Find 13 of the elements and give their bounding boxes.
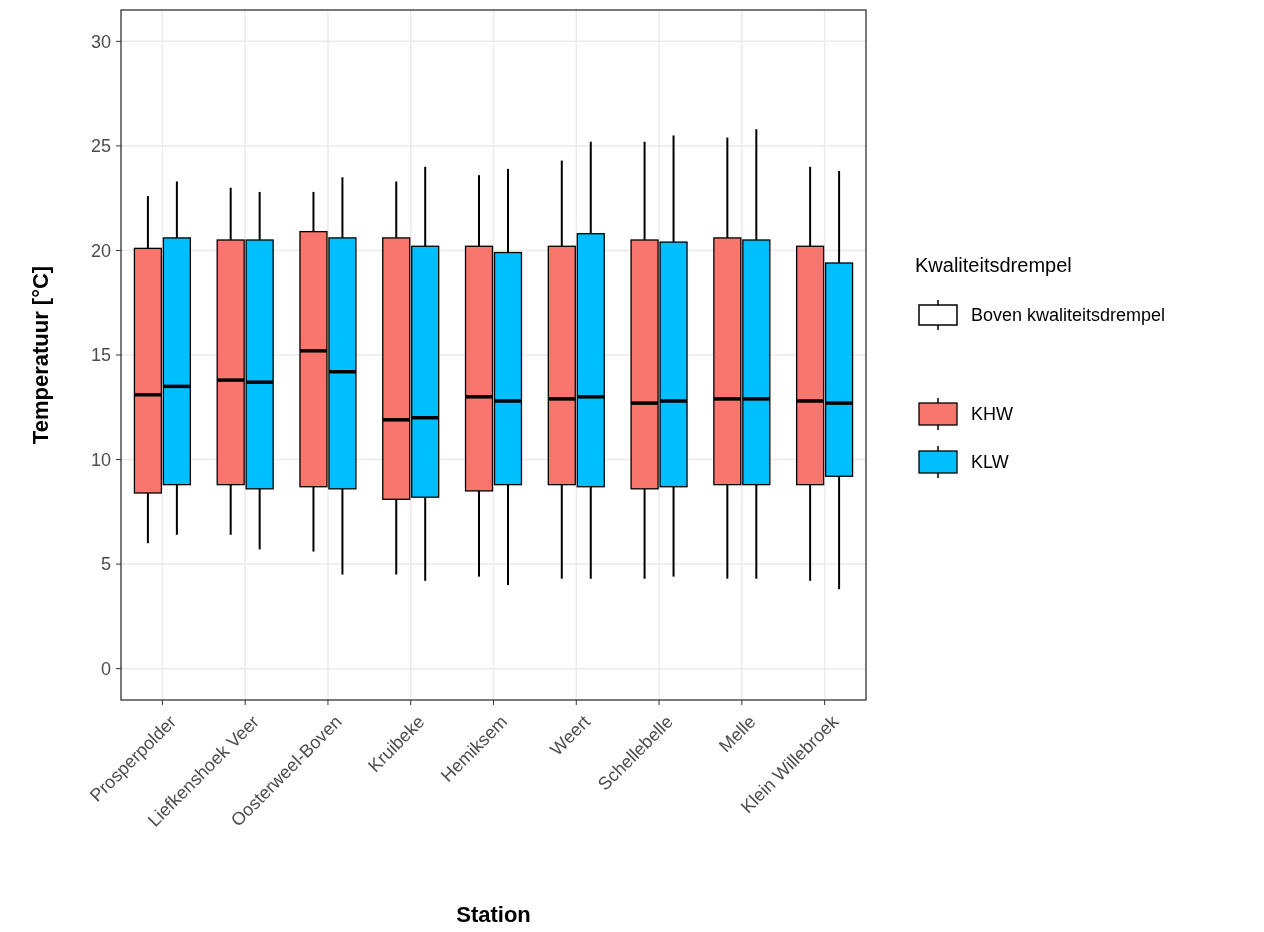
x-axis-title: Station <box>456 902 531 927</box>
text: Boven kwaliteitsdrempel <box>971 305 1166 326</box>
y-tick-label: 25 <box>90 136 111 157</box>
legend-label: KHW <box>971 404 1013 425</box>
y-tick-label: 20 <box>90 240 111 261</box>
y-tick-label: 5 <box>100 554 111 575</box>
legend-label: KLW <box>971 452 1009 473</box>
y-tick-label: 30 <box>90 31 111 52</box>
y-axis-title: Temperatuur [°C] <box>28 265 53 445</box>
y-tick-label: 15 <box>90 345 111 366</box>
legend-title: Kwaliteitsdrempel <box>915 254 1072 276</box>
y-tick-label: 0 <box>100 658 111 679</box>
y-tick-label: 10 <box>90 449 111 470</box>
